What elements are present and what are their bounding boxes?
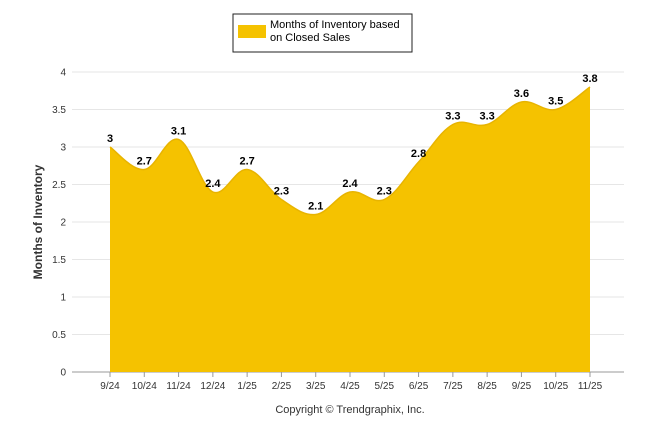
x-tick-label: 2/25 xyxy=(272,381,292,392)
legend-label-line1: Months of Inventory based xyxy=(270,19,400,31)
y-tick-label: 0 xyxy=(60,368,66,379)
y-tick-label: 1 xyxy=(60,293,66,304)
copyright-footer: Copyright © Trendgraphix, Inc. xyxy=(275,404,424,416)
x-axis-ticks: 9/24 10/24 11/24 12/24 1/25 2/25 3/25 4/25 5/25 6… xyxy=(100,372,603,392)
x-tick-label: 10/25 xyxy=(543,381,568,392)
data-label: 3.3 xyxy=(445,111,460,123)
y-axis-title: Months of Inventory xyxy=(31,164,45,279)
x-tick-label: 9/25 xyxy=(512,381,532,392)
x-tick-label: 1/25 xyxy=(237,381,257,392)
data-label: 2.7 xyxy=(137,156,152,168)
legend: Months of Inventory based on Closed Sale… xyxy=(232,13,413,53)
data-label: 2.8 xyxy=(411,148,426,160)
data-label: 2.1 xyxy=(308,201,323,213)
y-axis-ticks: 0 0.5 1 1.5 2 2.5 3 3.5 4 xyxy=(52,68,66,379)
data-label: 3.8 xyxy=(582,73,597,85)
data-label: 2.4 xyxy=(205,178,221,190)
y-tick-label: 1.5 xyxy=(52,255,66,266)
data-label: 2.7 xyxy=(239,156,254,168)
x-tick-label: 6/25 xyxy=(409,381,429,392)
data-label: 3.3 xyxy=(479,111,494,123)
data-label: 3 xyxy=(107,133,113,145)
area-fill xyxy=(110,87,590,372)
y-tick-label: 0.5 xyxy=(52,330,66,341)
x-tick-label: 4/25 xyxy=(340,381,360,392)
data-labels: 3 2.7 3.1 2.4 2.7 2.3 2.1 2.4 2.3 2.8 3.3 3.3 3.6 3.5… xyxy=(107,73,598,213)
data-label: 2.3 xyxy=(274,186,289,198)
data-label: 3.6 xyxy=(514,88,529,100)
y-tick-label: 3 xyxy=(60,143,66,154)
area-series xyxy=(109,86,591,372)
x-tick-label: 12/24 xyxy=(200,381,225,392)
area-line xyxy=(109,86,591,216)
x-tick-label: 8/25 xyxy=(477,381,497,392)
x-tick-label: 10/24 xyxy=(132,381,157,392)
y-tick-label: 2.5 xyxy=(52,180,66,191)
data-label: 3.5 xyxy=(548,96,563,108)
x-tick-label: 7/25 xyxy=(443,381,463,392)
x-tick-label: 3/25 xyxy=(306,381,326,392)
data-label: 2.4 xyxy=(342,178,358,190)
data-label: 2.3 xyxy=(377,186,392,198)
data-label: 3.1 xyxy=(171,126,186,138)
x-tick-label: 5/25 xyxy=(375,381,395,392)
legend-label-line2: on Closed Sales xyxy=(270,32,351,44)
legend-swatch xyxy=(238,25,266,38)
x-tick-label: 9/24 xyxy=(100,381,120,392)
x-tick-label: 11/24 xyxy=(166,381,191,392)
x-tick-label: 11/25 xyxy=(578,381,603,392)
y-tick-label: 4 xyxy=(60,68,66,79)
y-tick-label: 3.5 xyxy=(52,105,66,116)
y-tick-label: 2 xyxy=(60,218,66,229)
